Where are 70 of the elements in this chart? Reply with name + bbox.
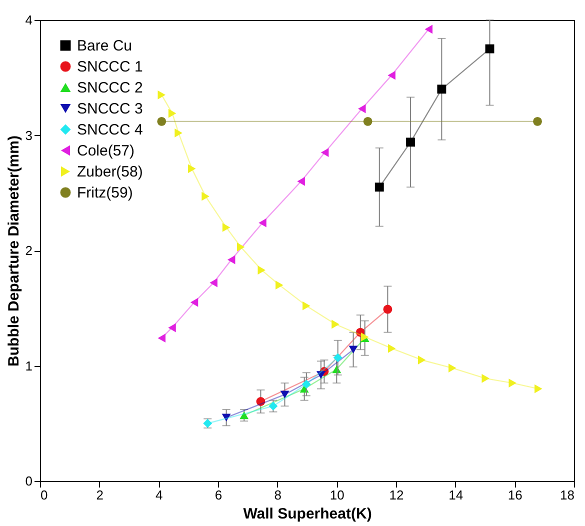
point xyxy=(332,320,340,329)
legend-label: Fritz(59) xyxy=(77,184,133,202)
legend-label: SNCCC 3 xyxy=(77,100,143,118)
point xyxy=(157,116,166,126)
point xyxy=(508,378,516,388)
point xyxy=(256,397,266,406)
y-tick-label: 3 xyxy=(25,128,32,143)
x-tick-label: 14 xyxy=(448,488,464,502)
point xyxy=(168,323,176,332)
x-tick-label: 8 xyxy=(274,488,282,502)
point xyxy=(448,364,456,373)
point xyxy=(190,298,198,307)
point xyxy=(268,402,278,411)
legend-label: SNCCC 2 xyxy=(77,80,143,96)
point xyxy=(418,356,426,364)
legend-label: Zuber(58) xyxy=(77,164,143,180)
point xyxy=(174,128,182,138)
point xyxy=(533,116,542,126)
point xyxy=(424,24,433,34)
x-tick-label: 10 xyxy=(330,488,344,502)
point xyxy=(210,278,218,288)
point xyxy=(406,138,416,147)
y-axis-title: Bubble Departure Diameter(mm) xyxy=(5,136,22,366)
point xyxy=(374,182,384,192)
point xyxy=(168,108,176,118)
legend-label: SNCCC 1 xyxy=(77,58,143,76)
y-tick-label: 0 xyxy=(25,474,32,488)
point xyxy=(437,84,446,94)
point xyxy=(188,164,196,174)
point xyxy=(485,44,494,54)
point xyxy=(482,374,490,383)
point xyxy=(388,70,396,80)
point xyxy=(348,346,358,354)
point xyxy=(333,353,342,362)
point xyxy=(383,304,392,314)
point xyxy=(320,148,329,158)
x-tick-label: 2 xyxy=(96,488,104,502)
point xyxy=(258,218,266,228)
point xyxy=(358,104,366,114)
point xyxy=(227,255,236,264)
point xyxy=(388,344,396,353)
point xyxy=(222,222,230,232)
point xyxy=(297,176,305,186)
legend-label: Bare Cu xyxy=(77,38,132,54)
point xyxy=(534,384,542,394)
x-axis-title: Wall Superheat(K) xyxy=(243,506,372,522)
point xyxy=(363,116,372,126)
point xyxy=(280,390,290,398)
point xyxy=(276,280,284,290)
point xyxy=(236,242,245,252)
point xyxy=(202,192,210,201)
point xyxy=(240,411,249,420)
x-tick-label: 16 xyxy=(508,488,522,502)
x-tick-label: 4 xyxy=(156,488,163,502)
legend-label: Cole(57) xyxy=(77,142,135,160)
legend-label: SNCCC 4 xyxy=(77,122,143,138)
point xyxy=(258,266,266,275)
point xyxy=(302,301,310,310)
x-tick-label: 6 xyxy=(214,488,222,502)
point xyxy=(158,90,166,100)
y-tick-label: 2 xyxy=(25,243,32,258)
y-tick-label: 1 xyxy=(25,358,32,374)
x-tick-label: 12 xyxy=(389,488,404,502)
y-tick-label: 4 xyxy=(25,12,32,28)
x-tick-label: 18 xyxy=(560,488,574,502)
point xyxy=(222,414,231,422)
point xyxy=(316,371,326,379)
point xyxy=(302,380,311,389)
point xyxy=(158,334,166,343)
x-tick-label: 0 xyxy=(40,488,48,502)
